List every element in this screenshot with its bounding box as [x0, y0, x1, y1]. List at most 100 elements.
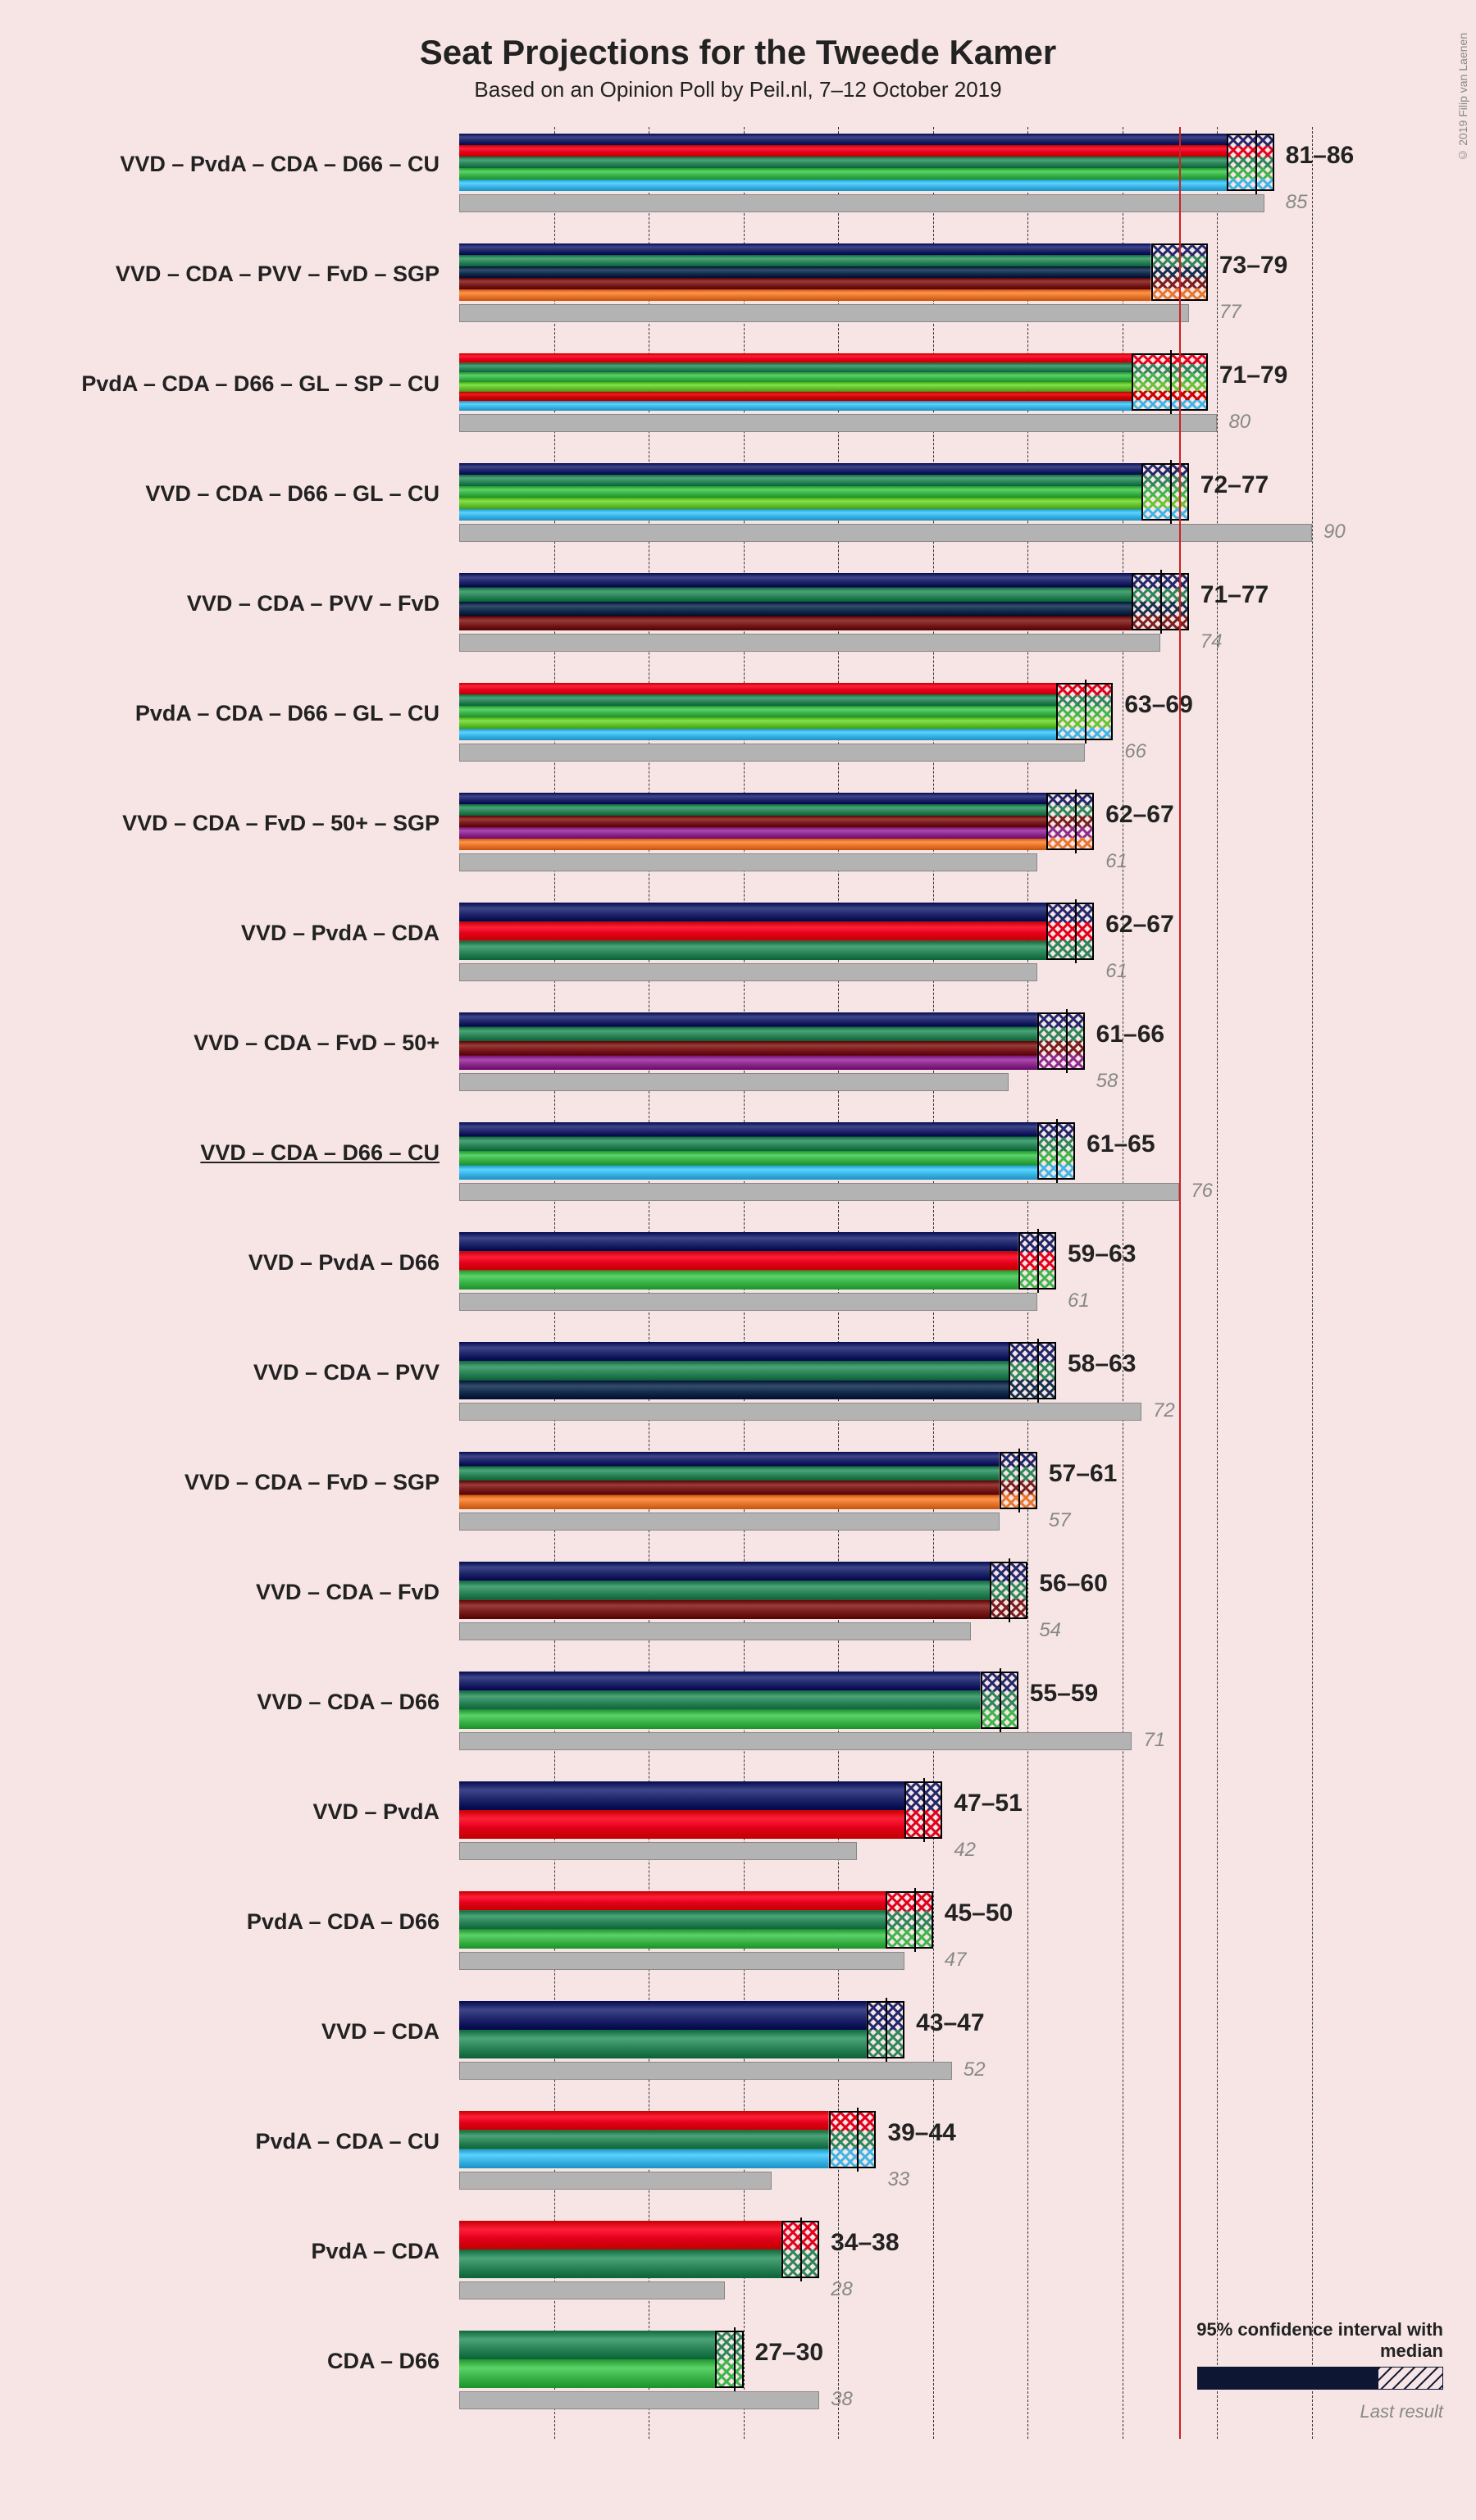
last-result-label: 66: [1124, 740, 1146, 763]
coalition-label: VVD – CDA: [321, 2019, 459, 2045]
coalition-label: VVD – CDA – PVV: [253, 1360, 459, 1385]
median-tick: [1000, 1668, 1001, 1732]
coalition-label: VVD – CDA – FvD – 50+: [194, 1030, 459, 1056]
chart-container: © 2019 Filip van Laenen Seat Projections…: [0, 0, 1476, 2472]
median-tick: [886, 1998, 887, 2062]
last-result-label: 38: [831, 2388, 853, 2411]
confidence-interval: [1046, 793, 1094, 850]
last-result-bar: [459, 1732, 1132, 1750]
range-label: 71–77: [1200, 581, 1269, 609]
last-result-bar: [459, 2281, 725, 2299]
coalition-label: VVD – CDA – D66 – CU: [200, 1140, 459, 1166]
coalition-row: PvdA – CDA – D6645–5047: [459, 1885, 1312, 1995]
coalition-bar: [459, 1342, 1009, 1399]
coalition-label: VVD – CDA – FvD – SGP: [184, 1470, 459, 1495]
range-label: 72–77: [1200, 471, 1269, 499]
last-result-label: 61: [1105, 850, 1128, 873]
median-tick: [1179, 240, 1181, 304]
last-result-bar: [459, 194, 1264, 212]
coalition-row: VVD – CDA – PVV58–6372: [459, 1335, 1312, 1445]
confidence-interval: [886, 1891, 933, 1949]
last-result-bar: [459, 1952, 904, 1970]
last-result-label: 57: [1049, 1509, 1071, 1532]
last-result-label: 77: [1219, 301, 1241, 324]
median-tick: [1075, 899, 1077, 963]
range-label: 73–79: [1219, 252, 1287, 280]
coalition-label: VVD – PvdA – CDA: [241, 921, 459, 946]
coalition-bar: [459, 1781, 904, 1839]
legend-last-text: Last result: [1181, 2401, 1443, 2422]
last-result-bar: [459, 853, 1037, 871]
median-tick: [800, 2218, 802, 2281]
coalition-row: VVD – CDA43–4752: [459, 1995, 1312, 2104]
coalition-row: PvdA – CDA – D66 – GL – SP – CU71–7980: [459, 347, 1312, 457]
rows-container: VVD – PvdA – CDA – D66 – CU81–8685VVD – …: [459, 127, 1312, 2434]
range-label: 81–86: [1286, 142, 1354, 170]
coalition-label: VVD – CDA – PVV – FvD – SGP: [116, 262, 459, 287]
legend: 95% confidence interval with median Last…: [1181, 2319, 1443, 2422]
last-result-bar: [459, 963, 1037, 981]
last-result-bar: [459, 2391, 819, 2409]
coalition-bar: [459, 2001, 867, 2058]
median-tick: [857, 2108, 859, 2172]
coalition-bar: [459, 683, 1056, 740]
range-label: 34–38: [831, 2229, 899, 2257]
range-label: 45–50: [945, 1899, 1013, 1927]
last-result-bar: [459, 1512, 1000, 1531]
coalition-bar: [459, 793, 1046, 850]
last-result-bar: [459, 414, 1217, 432]
median-tick: [1037, 1339, 1039, 1403]
coalition-label: VVD – CDA – PVV – FvD: [187, 591, 459, 616]
coalition-row: VVD – CDA – FvD56–6054: [459, 1555, 1312, 1665]
legend-hatch: [1378, 2367, 1443, 2390]
coalition-label: PvdA – CDA – D66 – GL – CU: [135, 701, 459, 726]
last-result-label: 33: [887, 2168, 909, 2191]
confidence-interval: [1227, 134, 1274, 191]
coalition-row: VVD – CDA – FvD – 50+61–6658: [459, 1006, 1312, 1116]
range-label: 55–59: [1030, 1680, 1098, 1708]
last-result-bar: [459, 1293, 1037, 1311]
median-tick: [1075, 789, 1077, 853]
coalition-row: PvdA – CDA – CU39–4433: [459, 2104, 1312, 2214]
coalition-label: VVD – PvdA – D66: [248, 1250, 459, 1276]
coalition-row: VVD – PvdA – CDA62–6761: [459, 896, 1312, 1006]
median-tick: [1037, 1229, 1039, 1293]
coalition-row: VVD – CDA – D66 – GL – CU72–7790: [459, 457, 1312, 566]
coalition-row: VVD – CDA – PVV – FvD71–7774: [459, 566, 1312, 676]
range-label: 57–61: [1049, 1460, 1117, 1488]
legend-ci-text: 95% confidence interval with median: [1181, 2319, 1443, 2362]
copyright-text: © 2019 Filip van Laenen: [1456, 33, 1469, 162]
range-label: 47–51: [954, 1790, 1022, 1817]
confidence-interval: [1037, 1012, 1085, 1070]
coalition-label: PvdA – CDA – CU: [255, 2129, 459, 2154]
range-label: 61–65: [1086, 1130, 1155, 1158]
last-result-bar: [459, 2062, 952, 2080]
coalition-bar: [459, 243, 1151, 301]
last-result-label: 72: [1153, 1399, 1175, 1422]
last-result-label: 58: [1096, 1070, 1118, 1093]
coalition-bar: [459, 1891, 886, 1949]
median-tick: [1255, 130, 1257, 194]
median-tick: [1066, 1009, 1068, 1073]
last-result-label: 85: [1286, 191, 1308, 214]
coalition-label: VVD – PvdA: [312, 1799, 459, 1825]
coalition-bar: [459, 134, 1227, 191]
median-tick: [1056, 1119, 1058, 1183]
last-result-label: 54: [1039, 1619, 1061, 1642]
coalition-bar: [459, 1452, 1000, 1509]
last-result-label: 42: [954, 1839, 976, 1862]
median-tick: [923, 1778, 925, 1842]
range-label: 63–69: [1124, 691, 1192, 719]
coalition-bar: [459, 573, 1132, 630]
median-tick: [734, 2327, 736, 2391]
confidence-interval: [1009, 1342, 1056, 1399]
plot-area: VVD – PvdA – CDA – D66 – CU81–8685VVD – …: [459, 127, 1312, 2439]
coalition-row: VVD – CDA – FvD – 50+ – SGP62–6761: [459, 786, 1312, 896]
coalition-bar: [459, 2111, 829, 2168]
last-result-bar: [459, 744, 1085, 762]
range-label: 61–66: [1096, 1021, 1164, 1048]
coalition-bar: [459, 903, 1046, 960]
coalition-row: VVD – PvdA – D6659–6361: [459, 1226, 1312, 1335]
coalition-bar: [459, 353, 1132, 411]
coalition-label: VVD – PvdA – CDA – D66 – CU: [120, 152, 459, 177]
